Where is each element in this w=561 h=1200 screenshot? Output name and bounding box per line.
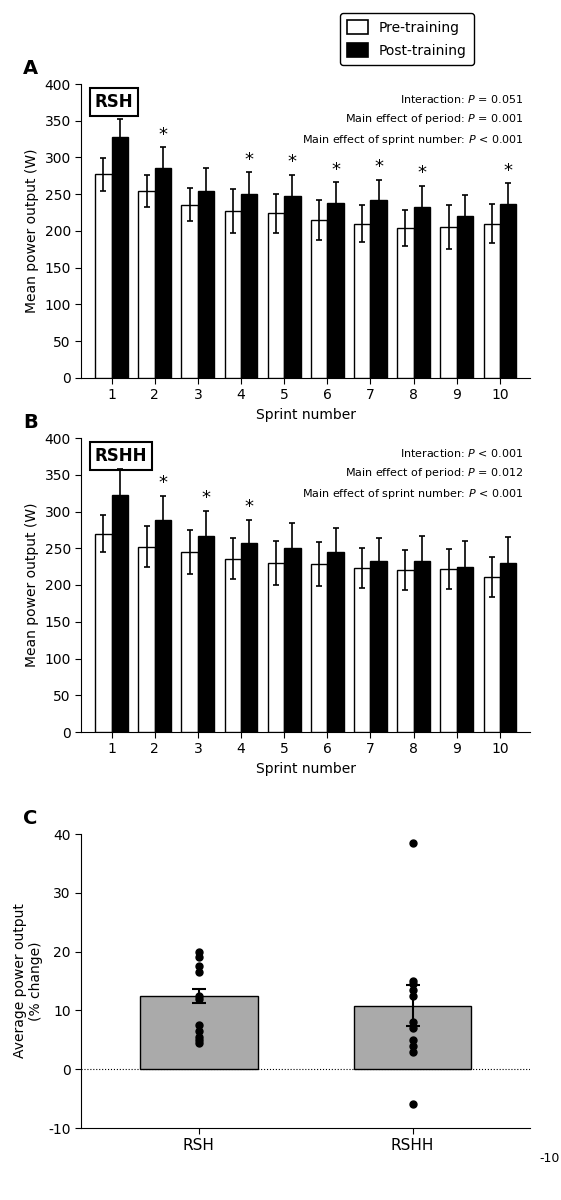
Bar: [95, 534, 112, 732]
Text: *: *: [331, 161, 340, 179]
Bar: [440, 569, 457, 732]
Text: *: *: [245, 150, 254, 168]
Text: *: *: [158, 474, 167, 492]
Bar: [440, 227, 457, 378]
Text: *: *: [374, 158, 383, 176]
Bar: [224, 558, 241, 732]
Bar: [484, 577, 500, 732]
Text: *: *: [115, 448, 124, 466]
Bar: [397, 570, 413, 732]
Text: *: *: [245, 498, 254, 516]
Text: *: *: [417, 164, 426, 182]
Bar: [224, 211, 241, 378]
Bar: [140, 996, 257, 1069]
Bar: [112, 137, 128, 378]
Bar: [95, 174, 112, 378]
Bar: [413, 562, 430, 732]
Bar: [181, 204, 198, 378]
Bar: [284, 548, 301, 732]
Bar: [413, 206, 430, 378]
Text: *: *: [115, 97, 124, 115]
Bar: [241, 194, 257, 378]
Bar: [370, 200, 387, 378]
Text: *: *: [201, 490, 210, 508]
Text: A: A: [23, 59, 38, 78]
Bar: [457, 566, 473, 732]
Text: RSHH: RSHH: [95, 446, 148, 464]
Y-axis label: Average power output
(% change): Average power output (% change): [13, 904, 43, 1058]
Bar: [112, 494, 128, 732]
Bar: [354, 568, 370, 732]
Text: Interaction: $P$ = 0.051
Main effect of period: $P$ = 0.001
Main effect of sprin: Interaction: $P$ = 0.051 Main effect of …: [301, 92, 523, 146]
X-axis label: Sprint number: Sprint number: [256, 408, 356, 422]
Bar: [268, 214, 284, 378]
Bar: [354, 1006, 471, 1069]
Text: *: *: [504, 162, 513, 180]
Bar: [500, 563, 516, 732]
Text: Interaction: $P$ < 0.001
Main effect of period: $P$ = 0.012
Main effect of sprin: Interaction: $P$ < 0.001 Main effect of …: [301, 446, 523, 500]
Bar: [457, 216, 473, 378]
Bar: [198, 191, 214, 378]
Bar: [370, 562, 387, 732]
Bar: [284, 196, 301, 378]
Bar: [327, 552, 344, 732]
X-axis label: Sprint number: Sprint number: [256, 762, 356, 776]
Bar: [268, 563, 284, 732]
Bar: [139, 191, 155, 378]
Bar: [484, 223, 500, 378]
Legend: Pre-training, Post-training: Pre-training, Post-training: [340, 13, 473, 65]
Bar: [311, 564, 327, 732]
Y-axis label: Mean power output (W): Mean power output (W): [25, 149, 39, 313]
Text: C: C: [23, 809, 38, 828]
Bar: [311, 220, 327, 378]
Bar: [241, 544, 257, 732]
Bar: [397, 228, 413, 378]
Text: *: *: [158, 126, 167, 144]
Bar: [181, 552, 198, 732]
Text: *: *: [288, 154, 297, 172]
Bar: [327, 203, 344, 378]
Y-axis label: Mean power output (W): Mean power output (W): [25, 503, 39, 667]
Bar: [198, 536, 214, 732]
Text: RSH: RSH: [95, 92, 134, 110]
Bar: [155, 520, 171, 732]
Bar: [155, 168, 171, 378]
Bar: [500, 204, 516, 378]
Text: B: B: [23, 413, 38, 432]
Bar: [354, 223, 370, 378]
Text: -10: -10: [539, 1152, 559, 1164]
Bar: [139, 547, 155, 732]
